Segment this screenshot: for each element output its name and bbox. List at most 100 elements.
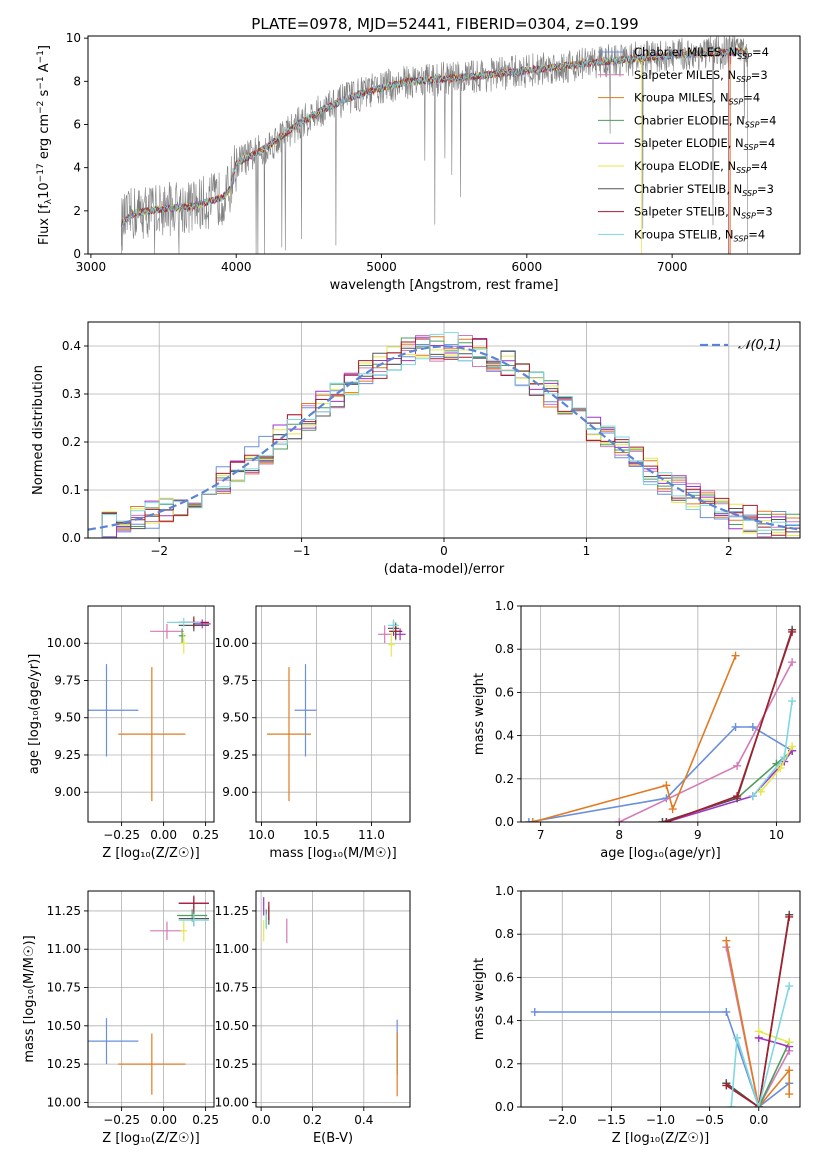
y-axis-label: mass [log₁₀(M/M☉)] — [22, 935, 37, 1062]
legend-sub: SSP — [729, 98, 744, 107]
x-axis-label: (data-model)/error — [384, 562, 505, 577]
legend-name: Chabrier MILES, N — [634, 45, 737, 59]
errorbar-point — [178, 913, 209, 927]
legend-entry: Kroupa ELODIE, NSSP=4 — [634, 159, 768, 175]
legend-entry: Salpeter ELODIE, NSSP=4 — [634, 136, 775, 152]
axes-frame — [87, 890, 215, 1108]
x-tick-label: 10 — [769, 828, 784, 842]
y-tick-label: 0 — [73, 247, 81, 261]
x-axis-label: Z [log₁₀(Z/Z☉)] — [102, 1131, 199, 1146]
mass-weight-line-6 — [725, 914, 790, 1107]
legend-suffix: =3 — [756, 205, 773, 219]
y-tick-label: 10.00 — [215, 636, 249, 650]
errorbar-point — [180, 920, 188, 942]
x-tick-label: −2.0 — [548, 1113, 577, 1127]
legend-entry: Kroupa STELIB, NSSP=4 — [634, 227, 765, 243]
y-tick-label: 0.0 — [495, 1100, 514, 1114]
x-tick-label: 4000 — [221, 260, 252, 274]
legend-name: Salpeter MILES, N — [634, 68, 736, 82]
y-tick-label: 10.00 — [47, 636, 81, 650]
plus-marker — [748, 792, 757, 801]
x-tick-label: 2 — [725, 544, 733, 558]
axes-age-vs-Z: −0.25 0.00 0.25 9.00 9.25 9.50 9.75 10.00 Z [log… — [27, 605, 219, 861]
mass-weight-line-8 — [752, 700, 793, 797]
mass-weight-line-8 — [730, 985, 790, 1107]
legend-sub: SSP — [745, 120, 760, 129]
y-label-part: −1 — [36, 50, 46, 63]
plus-marker — [788, 697, 797, 706]
y-tick-label: 9.50 — [54, 711, 81, 725]
mass-weight-line-2 — [532, 655, 737, 822]
mass-weight-line-0 — [528, 726, 793, 822]
plus-marker — [785, 1066, 794, 1075]
legend-sub: SSP — [742, 189, 757, 198]
y-tick-label: 9.00 — [222, 785, 249, 799]
y-tick-label: 0.4 — [495, 1014, 514, 1028]
plus-marker — [658, 818, 667, 822]
errorbar-point — [88, 664, 139, 757]
mass-weight-line-0 — [534, 1011, 790, 1107]
plus-marker — [788, 742, 797, 751]
y-tick-label: 10.25 — [47, 1057, 81, 1071]
plus-marker — [733, 761, 742, 770]
y-tick-label: 0.6 — [495, 970, 514, 984]
axes-frame — [87, 35, 801, 255]
y-label-part: λ — [44, 198, 54, 204]
x-tick-label: 0.4 — [354, 1113, 373, 1127]
legend-name: Chabrier STELIB, N — [634, 182, 742, 196]
legend-entry: 𝒩(0,1) — [738, 338, 781, 353]
axes-spectrum: 3000 4000 5000 6000 7000 0 2 4 6 8 10 wavelength [A… — [36, 31, 801, 293]
axes-frame — [255, 605, 411, 823]
x-tick-label: 11.0 — [358, 828, 385, 842]
legend-entry: Chabrier STELIB, NSSP=3 — [634, 182, 774, 198]
plus-marker — [668, 805, 677, 814]
x-tick-label: −1.5 — [597, 1113, 626, 1127]
x-tick-label: 10.0 — [248, 828, 275, 842]
x-tick-label: 0.25 — [192, 1113, 219, 1127]
y-tick-label: 0.8 — [495, 927, 514, 941]
y-tick-label: 11.00 — [47, 942, 81, 956]
plus-marker — [785, 912, 794, 921]
y-label-part: 10 — [37, 182, 52, 199]
legend-sub: SSP — [737, 52, 752, 61]
y-tick-label: 10.50 — [215, 1019, 249, 1033]
legend-name: Kroupa ELODIE, N — [634, 159, 736, 173]
legend-suffix: =3 — [751, 68, 768, 82]
y-tick-label: 9.25 — [54, 748, 81, 762]
x-tick-label: 0.2 — [303, 1113, 322, 1127]
x-tick-label: 3000 — [76, 260, 107, 274]
y-tick-label: 10.00 — [215, 1095, 249, 1109]
legend-name: Salpeter ELODIE, N — [634, 136, 744, 150]
y-tick-label: 2 — [73, 204, 81, 218]
mass-weight-line-7 — [666, 631, 793, 822]
plus-marker — [776, 764, 785, 772]
y-tick-label: 10.25 — [215, 1057, 249, 1071]
y-label-part: s — [37, 89, 52, 100]
y-tick-label: 11.25 — [47, 904, 81, 918]
legend-suffix: =3 — [757, 182, 774, 196]
plot-area-spectrum — [121, 36, 748, 254]
legend-entry: Salpeter STELIB, NSSP=3 — [634, 205, 773, 221]
axes-massweight-vs-age: 7 8 9 10 0.0 0.2 0.4 0.6 0.8 1.0 age [log₁₀(age/yr… — [472, 599, 801, 861]
x-tick-label: 6000 — [512, 260, 543, 274]
errorbar-point — [178, 895, 209, 911]
plus-marker — [524, 818, 533, 822]
errorbar-point — [118, 1033, 186, 1095]
y-axis-label: mass weight — [472, 958, 487, 1040]
plus-marker — [615, 818, 624, 822]
x-axis-label: E(B-V) — [313, 1131, 353, 1146]
y-tick-label: 10.75 — [215, 981, 249, 995]
x-tick-label: −1 — [293, 544, 311, 558]
legend-name: Chabrier ELODIE, N — [634, 113, 745, 127]
errorbar-point — [150, 921, 184, 941]
x-axis-label: age [log₁₀(age/yr)] — [600, 846, 721, 861]
x-tick-label: 0.0 — [252, 1113, 271, 1127]
y-tick-label: 9.00 — [54, 785, 81, 799]
y-tick-label: 9.75 — [222, 673, 249, 687]
legend-sub: SSP — [736, 166, 751, 175]
plot-area-massweight-vs-Z — [530, 910, 794, 1107]
errorbar-point — [294, 664, 317, 757]
plus-marker — [785, 1090, 794, 1099]
